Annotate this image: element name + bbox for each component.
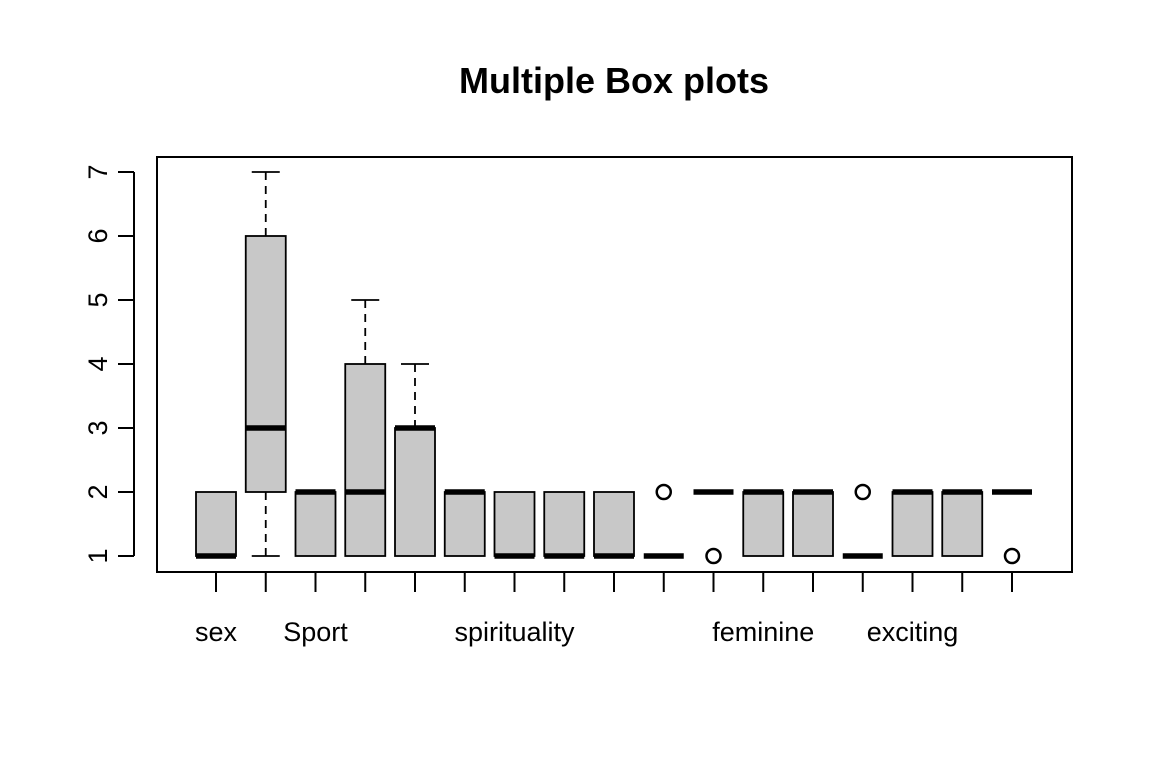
x-tick-label: exciting [867, 617, 959, 647]
y-tick-label: 2 [83, 484, 113, 499]
y-tick-label: 3 [83, 420, 113, 435]
box-body [244, 235, 287, 493]
box-body [195, 491, 237, 557]
box-series [195, 171, 1032, 565]
x-tick-label: sex [195, 617, 238, 647]
box-14 [842, 483, 883, 559]
y-tick-label: 7 [83, 164, 113, 179]
box-2 [244, 171, 287, 557]
x-axis: sex Sport spirituality feminine exciting [195, 571, 1013, 647]
outlier-point [1003, 547, 1021, 565]
box-9 [593, 491, 635, 559]
box-12 [742, 489, 785, 557]
box-11 [693, 489, 734, 565]
y-tick-label: 4 [83, 356, 113, 371]
y-tick-label: 5 [83, 292, 113, 307]
box-15 [891, 489, 934, 557]
box-body [344, 363, 387, 557]
box-6 [443, 489, 486, 557]
box-body [543, 491, 586, 557]
box-16 [941, 489, 984, 557]
x-tick-label: Sport [283, 617, 348, 647]
box-body [294, 491, 337, 557]
y-axis: 1 2 3 4 5 6 7 [83, 164, 135, 564]
box-body [593, 491, 635, 557]
box-1 [195, 491, 237, 559]
outlier-point [655, 483, 672, 501]
box-body [941, 491, 984, 557]
x-tick-label: spirituality [454, 617, 575, 647]
box-body [443, 491, 486, 557]
box-body [792, 491, 834, 557]
box-17 [992, 489, 1032, 565]
box-body [493, 491, 536, 557]
box-body [891, 491, 934, 557]
box-5 [394, 363, 436, 557]
box-8 [543, 491, 586, 559]
box-3 [294, 489, 337, 557]
y-tick-label: 1 [83, 548, 113, 563]
box-7 [493, 491, 536, 559]
box-body [394, 427, 436, 557]
outlier-point [705, 547, 722, 565]
outlier-point [854, 483, 871, 501]
x-tick-label: feminine [712, 617, 814, 647]
box-13 [792, 489, 834, 557]
box-4 [344, 299, 387, 557]
y-tick-label: 6 [83, 228, 113, 243]
box-body [742, 491, 785, 557]
box-10 [643, 483, 684, 559]
chart-title: Multiple Box plots [459, 60, 769, 101]
